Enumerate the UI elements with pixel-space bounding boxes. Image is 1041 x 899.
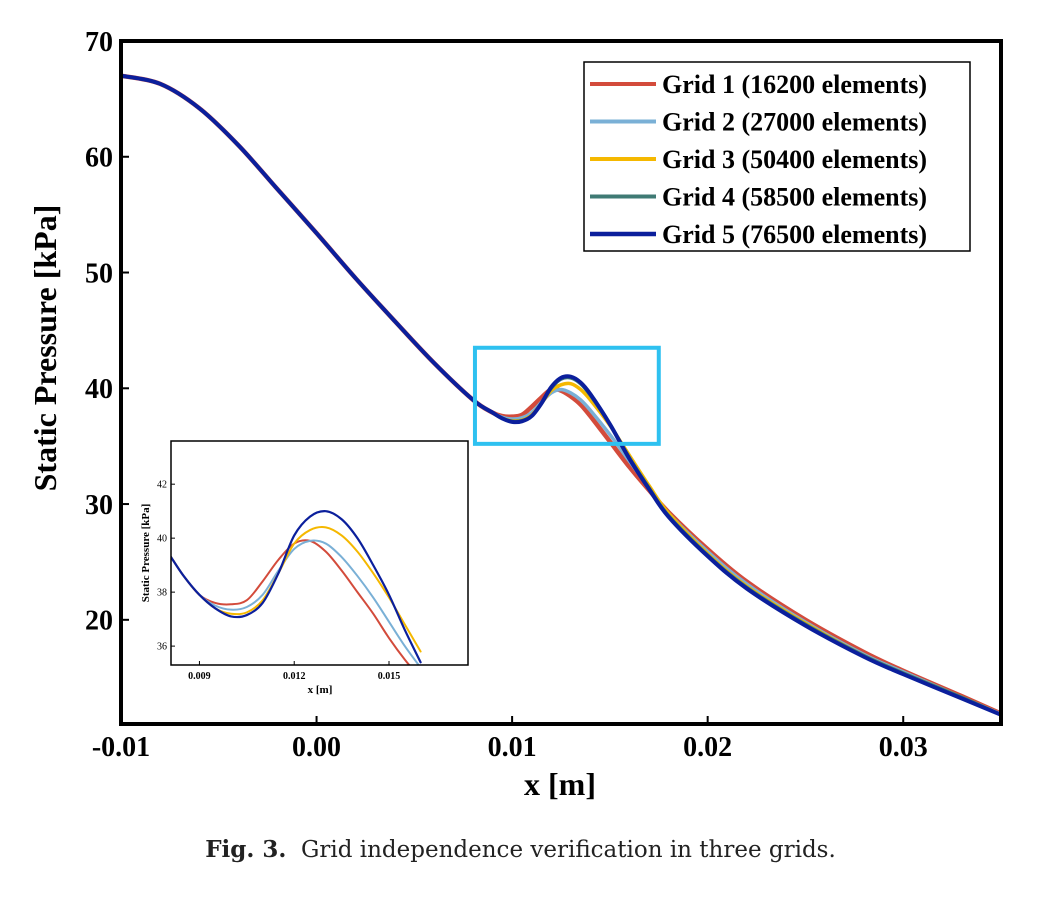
inset-x-axis-label: x [m]	[308, 684, 333, 696]
inset-x-tick-label: 0.015	[378, 671, 401, 682]
main-y-tick-label: 30	[85, 490, 113, 521]
main-series-group	[121, 73, 1001, 717]
main-y-tick-label: 60	[85, 143, 113, 174]
legend-label-4: Grid 4 (58500 elements)	[662, 183, 927, 212]
main-y-ticks: 20 30 40 50 60 70	[85, 27, 129, 637]
inset-background	[171, 441, 468, 665]
inset-y-ticks: 36 38 40 42	[157, 480, 175, 653]
inset-series-line-2	[171, 539, 420, 665]
main-y-tick-label: 40	[85, 374, 113, 405]
inset-y-tick-label: 40	[157, 534, 167, 545]
inset-plot-frame	[170, 440, 469, 666]
main-chart: -0.01 0.00 0.01 0.02 0.03 20 30 40 50 60 70 x [m]…	[27, 27, 1003, 802]
main-x-tick-label: 0.03	[879, 732, 928, 763]
main-y-axis-label: Static Pressure [kPa]	[27, 205, 63, 492]
main-y-tick-label: 20	[85, 606, 113, 637]
legend-frame	[583, 61, 971, 252]
inset-y-axis-label: Static Pressure [kPa]	[140, 504, 152, 603]
main-x-ticks: -0.01 0.00 0.01 0.02 0.03	[92, 716, 928, 763]
inset-series-line-4	[171, 510, 422, 664]
legend-label-3: Grid 3 (50400 elements)	[662, 145, 927, 174]
legend-label-5: Grid 5 (76500 elements)	[662, 220, 927, 249]
main-x-axis-label: x [m]	[524, 766, 596, 802]
main-x-tick-label: 0.00	[292, 732, 341, 763]
main-x-tick-label: 0.02	[683, 732, 732, 763]
zoom-box	[472, 345, 661, 446]
figure-caption: Fig. 3. Grid independence verification i…	[0, 836, 1041, 863]
inset-x-ticks: 0.009 0.012 0.015	[188, 661, 400, 682]
inset-x-tick-label: 0.009	[188, 671, 211, 682]
main-x-tick-label: 0.01	[488, 732, 537, 763]
legend-label-2: Grid 2 (27000 elements)	[662, 108, 927, 137]
main-plot-frame	[119, 39, 1003, 726]
inset-x-tick-label: 0.012	[283, 671, 306, 682]
main-x-tick-label: -0.01	[92, 732, 150, 763]
caption-text: Grid independence verification in three …	[301, 837, 836, 863]
inset-y-tick-label: 42	[157, 480, 167, 491]
main-series-line-5	[121, 73, 1001, 717]
inset-y-tick-label: 36	[157, 642, 167, 653]
caption-label: Fig. 3.	[205, 836, 287, 863]
legend: Grid 1 (16200 elements) Grid 2 (27000 ele…	[583, 61, 971, 252]
legend-label-1: Grid 1 (16200 elements)	[662, 70, 927, 99]
main-y-tick-label: 70	[85, 27, 113, 58]
inset-chart: 0.009 0.012 0.015 36 38 40 42 x [m] Static Pr…	[140, 440, 469, 696]
main-y-tick-label: 50	[85, 258, 113, 289]
inset-series-group	[171, 510, 422, 665]
inset-y-tick-label: 38	[157, 588, 167, 599]
